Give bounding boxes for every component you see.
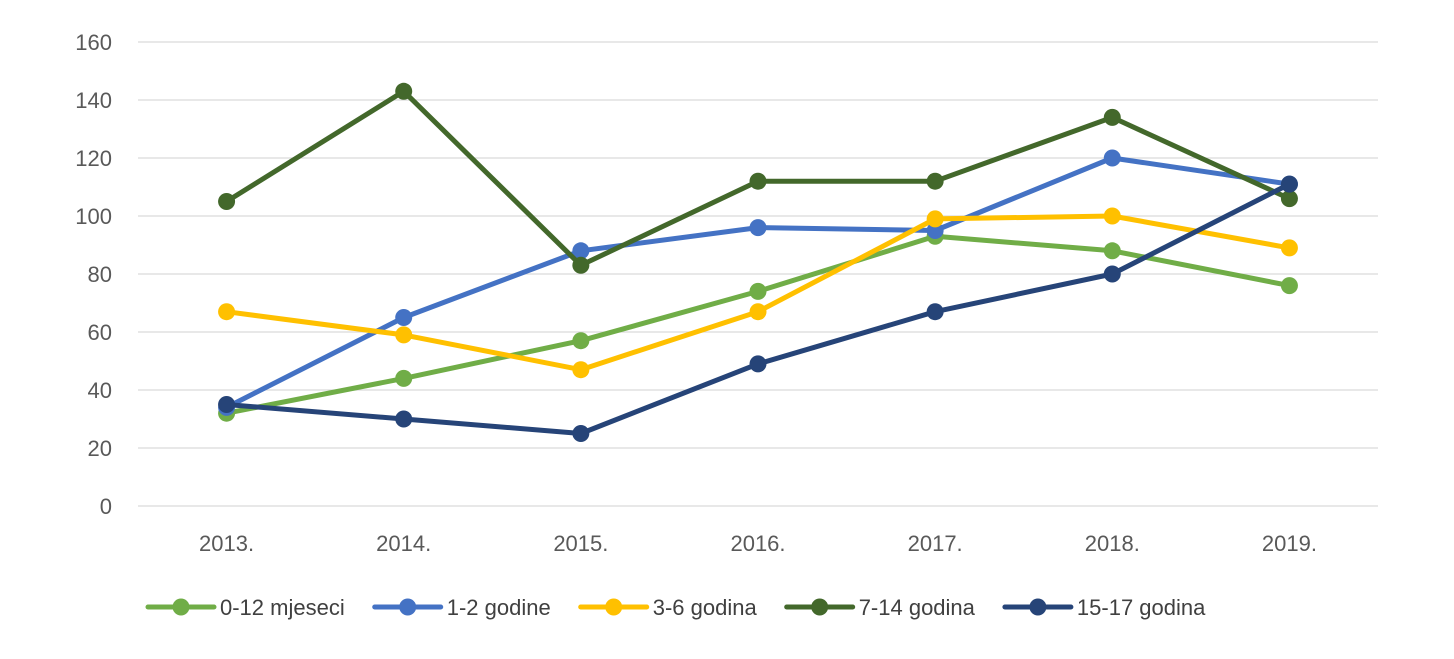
- grid-lines: [138, 41, 1378, 507]
- x-tick-label: 2015.: [553, 531, 608, 556]
- y-tick-label: 60: [88, 320, 112, 345]
- data-point: [572, 332, 590, 350]
- data-point: [926, 303, 944, 321]
- data-point: [749, 282, 767, 300]
- data-point: [395, 309, 413, 326]
- legend-marker: [1029, 598, 1047, 616]
- legend-marker: [172, 598, 190, 616]
- data-point: [1280, 175, 1298, 193]
- x-tick-label: 2017.: [908, 531, 963, 556]
- data-point: [1103, 149, 1121, 167]
- data-point: [1280, 277, 1298, 295]
- series-3: [218, 207, 1298, 379]
- legend-label: 1-2 godine: [447, 595, 551, 620]
- data-point: [1103, 265, 1121, 283]
- y-tick-label: 20: [88, 436, 112, 461]
- legend-item: 7-14 godina: [784, 595, 976, 620]
- x-axis: 2013. 2014. 2015. 2016. 2017. 2018. 2019.: [199, 531, 1317, 556]
- x-tick-label: 2016.: [730, 531, 785, 556]
- legend-marker: [811, 598, 829, 616]
- data-point: [1103, 207, 1121, 225]
- data-point: [749, 355, 767, 373]
- data-point: [749, 172, 767, 190]
- data-point: [218, 396, 236, 413]
- y-tick-label: 80: [88, 262, 112, 287]
- x-tick-label: 2014.: [376, 531, 431, 556]
- data-point: [395, 410, 413, 428]
- data-point: [572, 256, 590, 274]
- legend: 0-12 mjeseci 1-2 godine 3-6 godina 7-14 god…: [145, 595, 1206, 620]
- series-4: [218, 82, 1298, 274]
- data-point: [218, 303, 236, 321]
- data-point: [572, 361, 590, 379]
- legend-label: 0-12 mjeseci: [220, 595, 345, 620]
- data-point: [395, 326, 413, 344]
- data-point: [926, 172, 944, 190]
- data-point: [572, 425, 590, 442]
- series-1: [218, 227, 1298, 422]
- legend-marker: [399, 598, 417, 616]
- legend-item: 3-6 godina: [578, 595, 758, 620]
- data-point: [1103, 108, 1121, 126]
- x-tick-label: 2013.: [199, 531, 254, 556]
- data-point: [395, 82, 413, 100]
- legend-label: 15-17 godina: [1077, 595, 1206, 620]
- data-point: [1280, 239, 1298, 257]
- y-axis: 0 20 40 60 80 100 120 140 160: [75, 30, 112, 519]
- data-point: [572, 242, 590, 260]
- legend-marker: [605, 598, 623, 616]
- data-point: [1103, 242, 1121, 260]
- data-point: [926, 210, 944, 228]
- legend-label: 3-6 godina: [653, 595, 758, 620]
- legend-item: 0-12 mjeseci: [145, 595, 345, 620]
- series-group: [218, 82, 1298, 442]
- y-tick-label: 160: [75, 30, 112, 55]
- data-point: [395, 369, 413, 387]
- y-tick-label: 100: [75, 204, 112, 229]
- legend-label: 7-14 godina: [859, 595, 976, 620]
- legend-item: 15-17 godina: [1002, 595, 1206, 620]
- y-tick-label: 120: [75, 146, 112, 171]
- legend-item: 1-2 godine: [372, 595, 551, 620]
- series-5: [218, 175, 1298, 442]
- y-tick-label: 40: [88, 378, 112, 403]
- x-tick-label: 2019.: [1262, 531, 1317, 556]
- y-tick-label: 0: [100, 494, 112, 519]
- y-tick-label: 140: [75, 88, 112, 113]
- data-point: [749, 219, 767, 237]
- data-point: [749, 303, 767, 321]
- x-tick-label: 2018.: [1085, 531, 1140, 556]
- data-point: [218, 193, 236, 210]
- data-point: [1280, 190, 1298, 208]
